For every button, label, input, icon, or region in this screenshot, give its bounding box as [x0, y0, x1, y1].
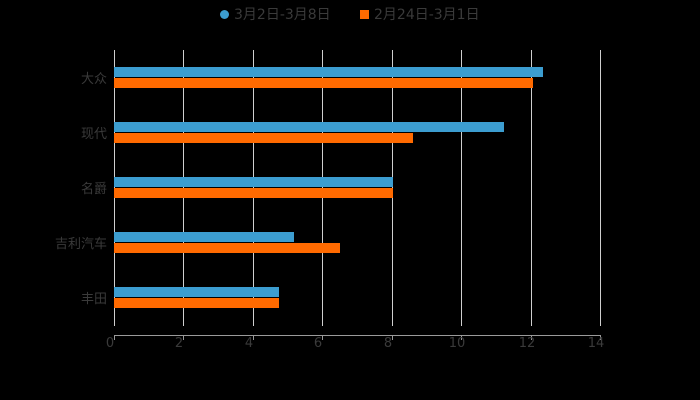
y-category-label: 吉利汽车 [54, 237, 107, 252]
gridline [531, 50, 532, 326]
bar-previous-week[interactable] [114, 188, 394, 198]
gridline [600, 50, 601, 326]
bar-current-week[interactable] [114, 67, 544, 77]
x-tick-label: 10 [448, 336, 466, 351]
axis-tick [392, 335, 393, 340]
x-tick-label: 14 [587, 336, 605, 351]
y-category-label: 丰田 [80, 292, 107, 307]
chart-legend: 3月2日-3月8日 2月24日-3月1日 [0, 4, 700, 24]
y-category-label: 名爵 [80, 182, 107, 197]
axis-tick [600, 335, 601, 340]
axis-tick [183, 335, 184, 340]
bar-current-week[interactable] [114, 122, 505, 132]
axis-tick [253, 335, 254, 340]
y-category-label: 现代 [80, 127, 107, 142]
legend-label: 3月2日-3月8日 [234, 7, 331, 23]
bar-current-week[interactable] [114, 287, 279, 297]
axis-tick [531, 335, 532, 340]
bar-previous-week[interactable] [114, 243, 340, 253]
x-tick-label: 0 [105, 336, 115, 351]
axis-tick [322, 335, 323, 340]
gridline [461, 50, 462, 326]
legend-label: 2月24日-3月1日 [374, 7, 480, 23]
bar-previous-week[interactable] [114, 298, 279, 308]
axis-tick [114, 335, 115, 340]
x-axis-line [114, 335, 600, 336]
axis-tick [461, 335, 462, 340]
x-tick-label: 12 [518, 336, 536, 351]
legend-item-series-2[interactable]: 2月24日-3月1日 [360, 4, 480, 24]
circle-marker-icon [220, 9, 229, 19]
legend-item-series-1[interactable]: 3月2日-3月8日 [220, 4, 331, 24]
x-tick-label: 6 [313, 336, 323, 351]
x-tick-label: 4 [244, 336, 254, 351]
y-category-label: 大众 [80, 72, 107, 87]
square-marker-icon [360, 9, 369, 19]
bar-current-week[interactable] [114, 177, 394, 187]
bar-current-week[interactable] [114, 232, 295, 242]
bar-previous-week[interactable] [114, 133, 413, 143]
bar-previous-week[interactable] [114, 78, 533, 88]
x-tick-label: 8 [383, 336, 393, 351]
x-tick-label: 2 [174, 336, 184, 351]
